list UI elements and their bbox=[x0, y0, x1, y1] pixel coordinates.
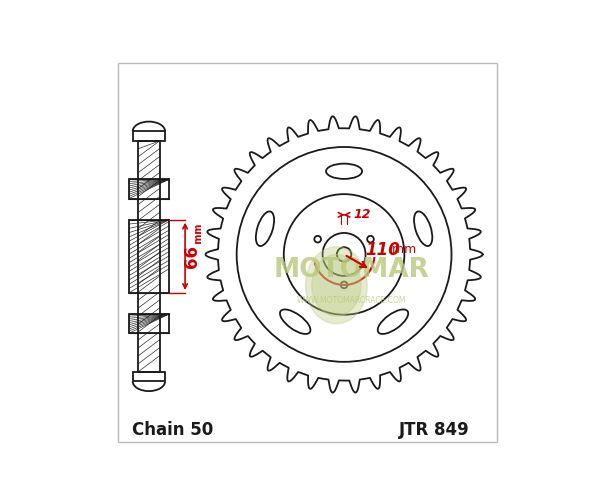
Polygon shape bbox=[312, 254, 361, 316]
Text: JTR 849: JTR 849 bbox=[399, 422, 470, 440]
Text: Chain 50: Chain 50 bbox=[132, 422, 214, 440]
Text: 12: 12 bbox=[353, 208, 371, 222]
Bar bbox=[138, 141, 160, 372]
Text: MOTOMAR: MOTOMAR bbox=[274, 257, 430, 283]
Bar bbox=[129, 180, 169, 199]
Bar bbox=[129, 314, 169, 334]
Bar bbox=[133, 131, 165, 141]
Text: 66: 66 bbox=[183, 245, 201, 268]
Polygon shape bbox=[305, 246, 367, 324]
Text: 110: 110 bbox=[365, 241, 400, 259]
Bar bbox=[129, 220, 169, 293]
Bar bbox=[133, 372, 165, 382]
Text: WWW.MOTOMARCRACE.COM: WWW.MOTOMARCRACE.COM bbox=[297, 296, 407, 305]
Text: mm: mm bbox=[194, 224, 204, 247]
Text: mm: mm bbox=[388, 244, 416, 256]
